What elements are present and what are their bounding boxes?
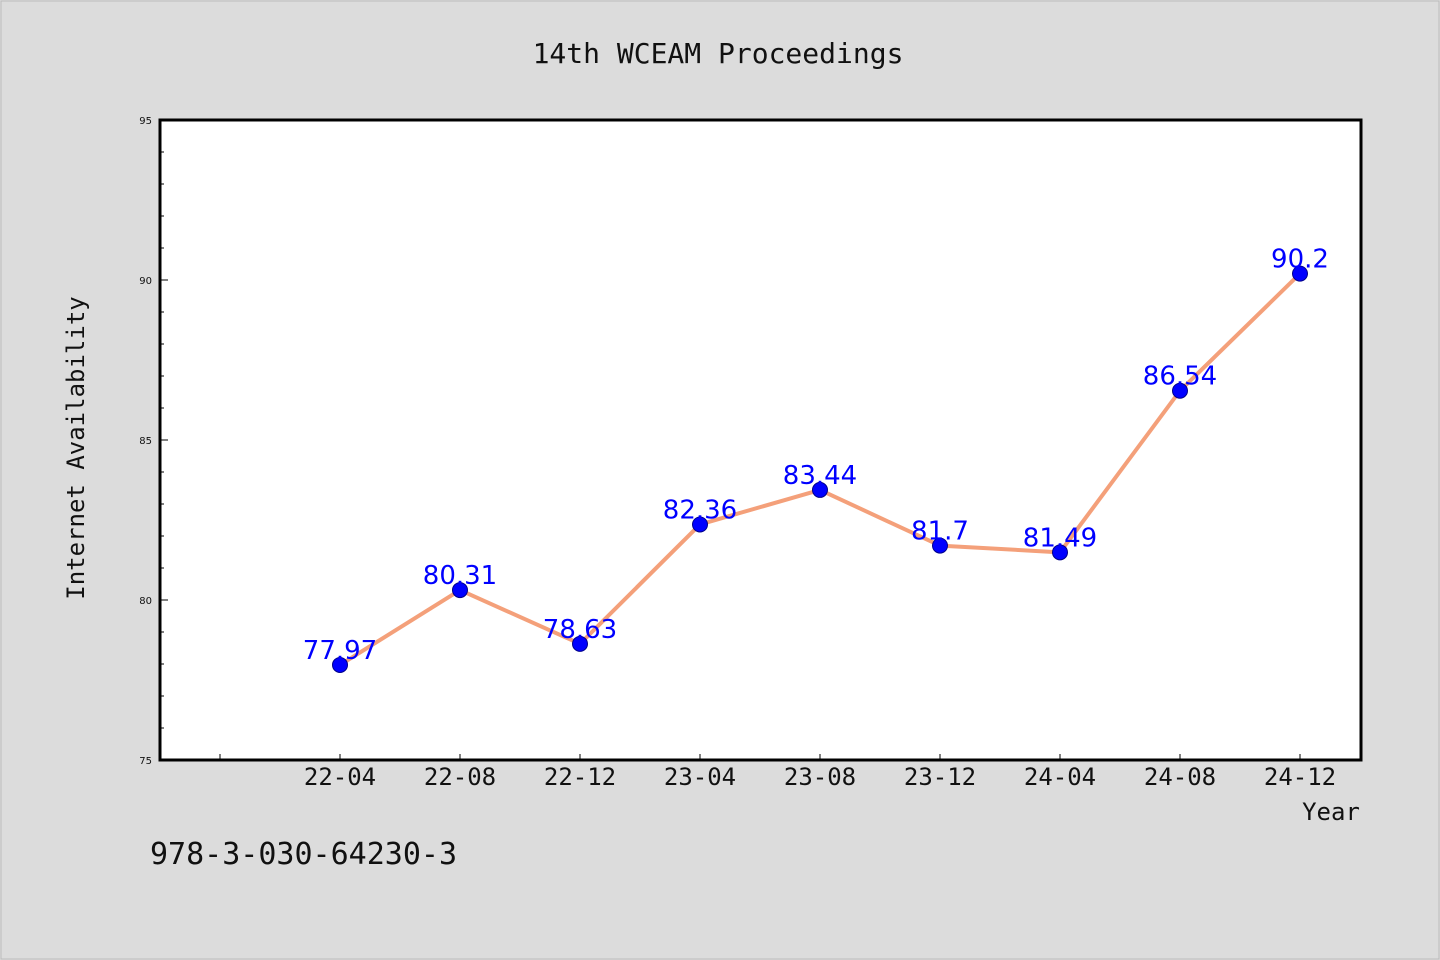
data-point	[932, 537, 948, 554]
data-point	[1052, 544, 1068, 561]
x-tick-label: 23-12	[904, 763, 976, 791]
x-axis-label: Year	[1302, 798, 1360, 826]
x-tick-label: 22-12	[544, 763, 616, 791]
y-axis-ticks	[160, 119, 168, 761]
x-tick-label: 23-04	[664, 763, 736, 791]
x-axis-ticks	[219, 754, 1301, 760]
x-tick-label: 23-08	[784, 763, 856, 791]
x-axis-tick-labels: 22-04 22-08 22-12 23-04 23-08 23-12 24-04 24-08…	[304, 763, 1336, 791]
y-axis-tick-labels: 75 80 85 90 95	[139, 116, 152, 767]
y-axis-label: Internet Availability	[62, 296, 90, 599]
data-label: 77.97	[303, 636, 377, 666]
data-point	[452, 582, 468, 599]
data-label: 78.63	[543, 615, 617, 645]
data-point	[812, 481, 828, 498]
y-tick-label: 80	[139, 596, 152, 607]
y-tick-label: 90	[139, 276, 152, 287]
data-point	[572, 635, 588, 652]
x-tick-label: 24-08	[1144, 763, 1216, 791]
data-label: 80.31	[423, 561, 497, 591]
y-tick-label: 85	[139, 436, 152, 447]
data-label: 90.2	[1271, 245, 1329, 275]
y-tick-label: 75	[139, 756, 152, 767]
data-point	[1172, 382, 1188, 399]
data-point	[692, 516, 708, 533]
series-markers	[332, 265, 1308, 673]
isbn-footer: 978-3-030-64230-3	[150, 837, 457, 872]
data-label: 81.49	[1023, 523, 1097, 553]
data-label: 83.44	[783, 461, 857, 491]
data-labels: 77.97 80.31 78.63 82.36 83.44 81.7 81.49 86.54 9…	[303, 245, 1329, 666]
data-label: 86.54	[1143, 362, 1217, 392]
data-point	[1292, 265, 1308, 282]
chart-title: 14th WCEAM Proceedings	[533, 37, 904, 70]
data-label: 82.36	[663, 495, 737, 525]
x-tick-label: 24-04	[1024, 763, 1096, 791]
x-tick-label: 22-08	[424, 763, 496, 791]
data-label: 81.7	[911, 517, 969, 547]
data-point	[332, 656, 348, 673]
x-tick-label: 22-04	[304, 763, 376, 791]
x-tick-label: 24-12	[1264, 763, 1336, 791]
y-tick-label: 95	[139, 116, 152, 127]
